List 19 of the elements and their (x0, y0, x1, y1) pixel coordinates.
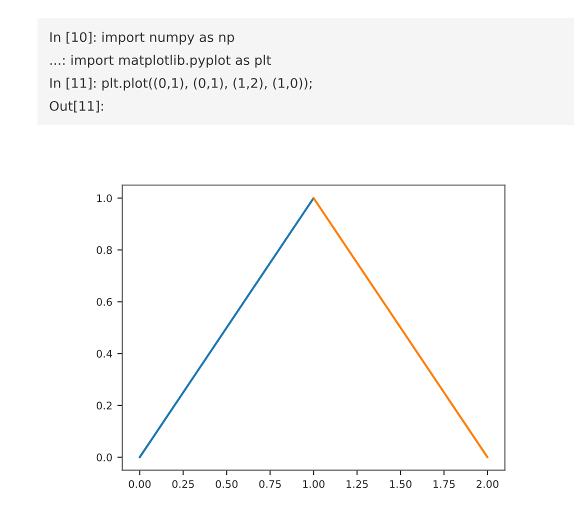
y-tick-label: 0.2 (96, 402, 112, 410)
x-tick-label: 0.00 (128, 480, 151, 488)
y-tick-label: 1.0 (97, 194, 112, 202)
y-tick-label: 0.4 (96, 350, 112, 358)
y-tick-label: 0.8 (96, 246, 112, 254)
x-tick-label: 0.25 (172, 480, 194, 488)
text: In [11]: plt.plot((0,1), (0,1), (1,2), (1,0)); (50, 78, 312, 91)
x-tick-label: 0.50 (216, 480, 238, 488)
x-tick-label: 1.25 (346, 480, 368, 488)
x-tick-label: 1.00 (303, 480, 325, 488)
text: ...: import matplotlib.pyplot as plt (50, 54, 272, 68)
y-tick-label: 0.0 (96, 453, 112, 462)
x-tick-label: 1.50 (390, 480, 412, 488)
x-tick-label: 1.75 (434, 480, 455, 488)
x-tick-label: 0.75 (259, 480, 281, 488)
x-tick-label: 2.00 (476, 480, 498, 488)
text: In [10]: import numpy as np (50, 32, 234, 45)
y-tick-label: 0.6 (96, 298, 112, 306)
text: Out[11]: (50, 100, 103, 112)
